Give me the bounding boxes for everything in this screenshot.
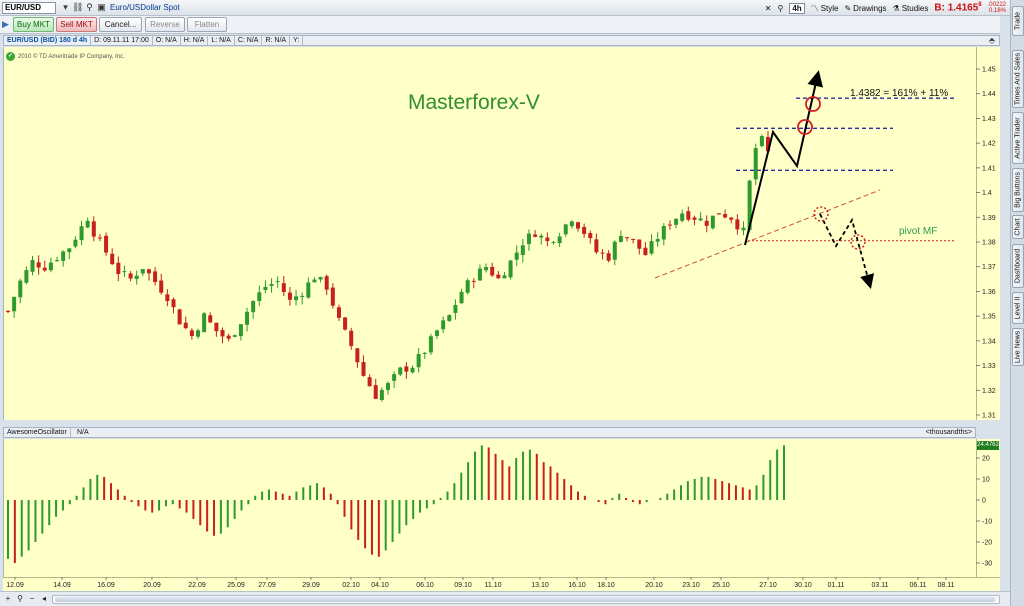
zoom-out-icon[interactable]: − — [29, 594, 35, 603]
sidebar-tab-live-news[interactable]: Live News — [1012, 328, 1024, 366]
copyright: ✓ 2010 © TD Ameritrade IP Company, Inc. — [6, 52, 125, 61]
crosshair-icon[interactable]: ✕ — [764, 3, 772, 13]
chart-open: O: N/A — [153, 36, 181, 45]
style-label: Style — [820, 3, 839, 13]
sidebar-tab-label: Dashboard — [1014, 248, 1022, 284]
chart-settings-icon[interactable]: ⬘ — [988, 36, 995, 45]
sidebar-tab-active-trader[interactable]: Active Trader — [1012, 112, 1024, 164]
info-icon[interactable]: ▣ — [97, 2, 106, 12]
oscillator-axis[interactable] — [976, 439, 1000, 577]
sidebar-tab-label: Chart — [1014, 218, 1022, 236]
scrollbar-thumb[interactable] — [55, 597, 995, 602]
copyright-text: 2010 © TD Ameritrade IP Company, Inc. — [18, 53, 125, 60]
drawings-button[interactable]: ✎ Drawings — [844, 4, 886, 13]
chart-y: Y: — [290, 36, 304, 45]
tda-logo-icon: ✓ — [6, 52, 15, 61]
sidebar-tab-chart[interactable]: Chart — [1012, 215, 1024, 239]
oscillator-value: N/A — [77, 429, 89, 436]
oscillator-header: AwesomeOscillator N/A <thousandths> — [3, 427, 976, 438]
flatten-button[interactable]: Flatten — [187, 17, 227, 32]
link-icon[interactable]: ⛓ — [72, 2, 84, 12]
studies-button[interactable]: ⚗ Studies — [893, 4, 929, 13]
oscillator-badge: 24.4762 — [977, 441, 999, 450]
symbol-description: Euro/USDollar Spot — [110, 3, 180, 12]
chart-close: C: N/A — [235, 36, 263, 45]
chart-header: EUR/USD (BID) 180 d 4h D: 09.11.11 17:00… — [3, 35, 1000, 46]
bid-price: B: 1.41658 — [934, 2, 982, 14]
oscillator-panel[interactable] — [3, 439, 976, 577]
search-icon[interactable]: ⚲ — [86, 2, 93, 12]
sidebar-tab-level-ii[interactable]: Level II — [1012, 292, 1024, 324]
oscillator-units: <thousandths> — [925, 429, 972, 436]
period-selector[interactable]: 4h — [789, 2, 805, 14]
chart-tools: ✕ ⚲ 4h 〽 Style ✎ Drawings ⚗ Studies B: 1.41… — [765, 1, 1010, 15]
order-bar: ▶ Buy MKT Sell MKT Cancel... Reverse Fla… — [0, 16, 1000, 34]
bottom-toolbar: + ⚲ − ◂ — [0, 591, 1010, 606]
sidebar-tab-big-buttons[interactable]: Big Buttons — [1012, 168, 1024, 212]
time-axis[interactable] — [3, 577, 1000, 591]
pencil-icon: ✎ — [844, 3, 852, 13]
sell-market-button[interactable]: Sell MKT — [56, 17, 97, 32]
right-sidebar: Trade Times And Sales Active Trader Big But… — [1010, 0, 1024, 606]
bid-change: .00222 0.16% — [987, 2, 1006, 14]
sidebar-tab-label: Big Buttons — [1014, 172, 1022, 208]
sidebar-tab-label: Level II — [1014, 296, 1022, 320]
bid-superscript: 8 — [978, 2, 982, 9]
cancel-button[interactable]: Cancel... — [99, 17, 142, 32]
sidebar-tab-label: Times And Sales — [1014, 52, 1022, 106]
zoom-icon[interactable]: ⚲ — [777, 3, 784, 13]
chart-date: D: 09.11.11 17:00 — [91, 36, 153, 45]
zoom-search-icon[interactable]: ⚲ — [17, 594, 23, 603]
style-button[interactable]: 〽 Style — [811, 3, 839, 14]
zoom-in-icon[interactable]: + — [5, 594, 11, 603]
time-scrollbar[interactable] — [52, 595, 1000, 604]
collapse-arrow-icon[interactable]: ▶ — [2, 19, 9, 29]
sidebar-tab-times-and-sales[interactable]: Times And Sales — [1012, 50, 1024, 108]
studies-label: Studies — [901, 3, 929, 13]
sidebar-tab-dashboard[interactable]: Dashboard — [1012, 244, 1024, 288]
chart-low: L: N/A — [208, 36, 235, 45]
price-axis[interactable] — [976, 47, 1000, 420]
dropdown-icon[interactable]: ▾ — [63, 2, 68, 12]
scroll-left-icon[interactable]: ◂ — [41, 594, 46, 603]
oscillator-name[interactable]: AwesomeOscillator — [4, 428, 71, 437]
sidebar-tab-label: Trade — [1014, 11, 1022, 31]
drawings-label: Drawings — [853, 3, 887, 13]
studies-icon: ⚗ — [892, 3, 900, 13]
chart-symbol: EUR/USD (BID) 180 d 4h — [4, 36, 92, 45]
chart-toolbar: EUR/USD ▾ ⛓ ⚲ ▣ Euro/USDollar Spot ✕ ⚲ 4… — [0, 0, 1010, 16]
sidebar-tab-label: Live News — [1014, 330, 1022, 364]
symbol-input[interactable]: EUR/USD — [2, 2, 56, 14]
price-panel[interactable] — [3, 47, 976, 420]
chart-high: H: N/A — [181, 36, 209, 45]
reverse-button[interactable]: Reverse — [145, 17, 185, 32]
style-icon: 〽 — [810, 3, 819, 13]
buy-market-button[interactable]: Buy MKT — [13, 17, 54, 32]
chart-range: R: N/A — [262, 36, 291, 45]
sidebar-tab-trade[interactable]: Trade — [1012, 6, 1024, 36]
sidebar-tab-label: Active Trader — [1014, 117, 1022, 159]
